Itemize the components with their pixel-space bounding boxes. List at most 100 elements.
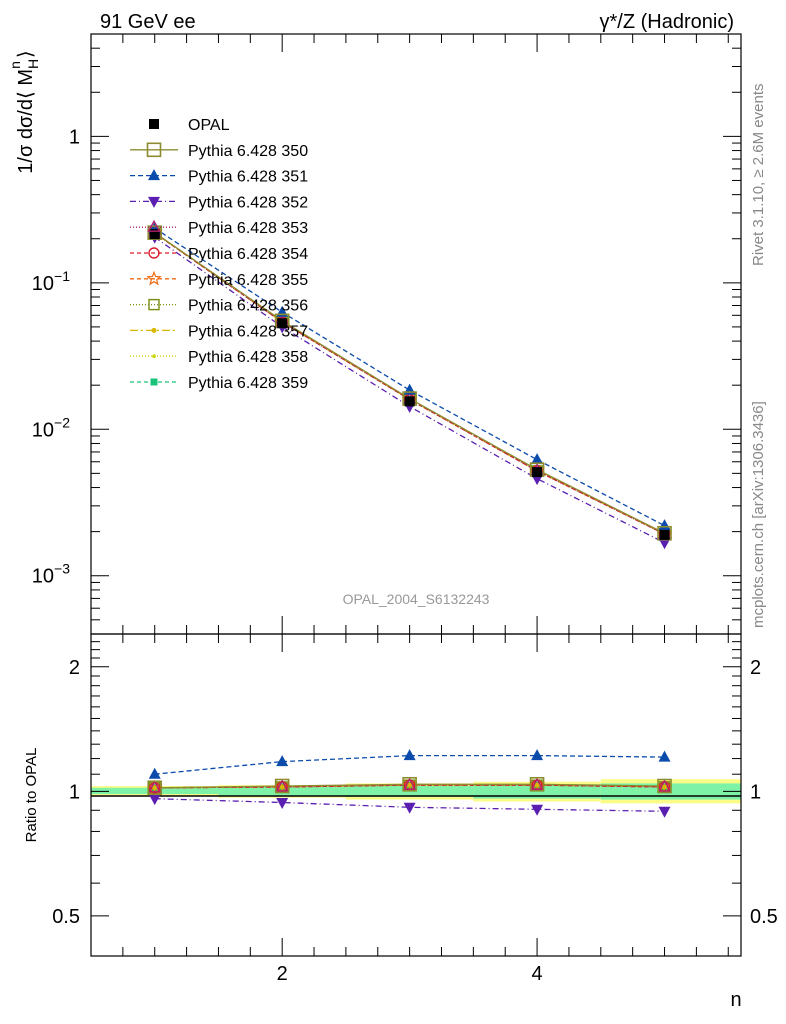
ratio-point-pythia-6.428-352-5 — [658, 806, 671, 818]
y-label-sub: H — [25, 59, 41, 69]
ratio-plot-frame — [90, 633, 742, 957]
mcplots-credit-label: mcplots.cern.ch [arXiv:1306.3436] — [750, 401, 767, 628]
ratio-point-pythia-6.428-357-1 — [152, 785, 158, 791]
ratio-y-axis-label: Ratio to OPAL — [23, 748, 40, 843]
main-axis-ticks: 1 10−1 10−2 10−3 — [32, 33, 741, 635]
ratio-point-pythia-6.428-351-2 — [276, 755, 289, 767]
legend-label: Pythia 6.428 358 — [188, 349, 308, 366]
ratio-point-pythia-6.428-357-4 — [534, 782, 540, 788]
legend-marker — [148, 247, 160, 259]
legend-entry: Pythia 6.428 355 — [130, 270, 308, 289]
ratio-point-pythia-6.428-351-5 — [658, 750, 671, 762]
legend-entry: Pythia 6.428 352 — [130, 194, 308, 211]
ratio-point-pythia-6.428-351-3 — [403, 749, 416, 761]
main-point-opal-3 — [404, 396, 415, 407]
legend-marker — [148, 169, 160, 181]
legend-entry: Pythia 6.428 353 — [130, 219, 308, 237]
main-y-tick-label: 10−1 — [32, 268, 70, 295]
main-point-pythia-6.428-351-3 — [403, 383, 416, 395]
ratio-point-pythia-6.428-351-1 — [148, 767, 161, 779]
legend-entry: Pythia 6.428 357 — [130, 323, 308, 340]
legend-marker — [148, 196, 160, 208]
y-label-prefix: 1/σ dσ/d⟨ M — [15, 69, 37, 174]
ratio-point-pythia-6.428-352-1 — [148, 794, 161, 806]
x-axis-label: n — [730, 989, 741, 1011]
main-point-pythia-6.428-352-5 — [658, 538, 671, 550]
ratio-point-pythia-6.428-352-2 — [276, 797, 289, 809]
legend-label: Pythia 6.428 355 — [188, 272, 308, 289]
ratio-line-pythia-6.428-352 — [154, 798, 665, 812]
legend-entry: Pythia 6.428 350 — [130, 142, 308, 160]
legend-entry: Pythia 6.428 358 — [130, 349, 308, 366]
ratio-point-pythia-6.428-353-3 — [402, 777, 417, 790]
header-right-title: γ*/Z (Hadronic) — [600, 11, 734, 33]
legend-entry: Pythia 6.428 359 — [130, 375, 308, 392]
main-y-tick-label: 10−3 — [32, 561, 70, 588]
ratio-y-tick-label-right: 2 — [750, 657, 761, 679]
legend-marker — [147, 219, 161, 232]
ratio-axis-ticks: 2 2 1 1 0.5 0.5 2 4 — [52, 634, 778, 985]
ratio-point-pythia-6.428-352-4 — [531, 804, 544, 816]
ratio-point-pythia-6.428-357-5 — [662, 784, 668, 790]
legend-label: Pythia 6.428 352 — [188, 194, 308, 211]
legend-entry: Pythia 6.428 354 — [130, 246, 308, 263]
main-point-pythia-6.428-350-1 — [147, 225, 163, 240]
legend-marker — [149, 119, 159, 129]
legend-label: Pythia 6.428 356 — [188, 298, 308, 315]
ratio-y-tick-label: 1 — [69, 781, 80, 803]
legend-label: Pythia 6.428 359 — [188, 375, 308, 392]
ratio-point-pythia-6.428-351-4 — [531, 749, 544, 761]
ratio-point-pythia-6.428-353-1 — [148, 780, 162, 793]
legend-marker — [151, 327, 157, 333]
legend-marker — [148, 298, 160, 311]
legend-entry: Pythia 6.428 356 — [130, 298, 308, 315]
y-label-sup: n — [7, 61, 23, 69]
ratio-point-pythia-6.428-350-4 — [529, 776, 545, 792]
ratio-point-pythia-6.428-353-5 — [657, 779, 672, 792]
legend-marker — [146, 142, 162, 158]
main-panel: 1 10−1 10−2 10−3 1/σ dσ/d⟨ MHn ⟩ OPAL Pythia … — [7, 33, 742, 635]
ratio-point-pythia-6.428-357-2 — [279, 784, 285, 790]
ratio-point-pythia-6.428-352-3 — [403, 802, 416, 814]
legend-label: Pythia 6.428 357 — [188, 323, 308, 340]
main-point-opal-4 — [532, 467, 543, 478]
main-line-pythia-6.428-353 — [154, 232, 665, 535]
analysis-id-watermark: OPAL_2004_S6132243 — [343, 591, 490, 607]
legend-label: Pythia 6.428 353 — [188, 220, 308, 237]
legend-label: Pythia 6.428 351 — [188, 169, 308, 186]
ratio-y-tick-label: 0.5 — [52, 906, 80, 928]
legend-entry: Pythia 6.428 351 — [130, 169, 308, 186]
main-point-pythia-6.428-351-5 — [658, 519, 671, 531]
ratio-point-pythia-6.428-350-1 — [147, 780, 163, 796]
ratio-point-pythia-6.428-350-5 — [657, 778, 672, 794]
ratio-point-pythia-6.428-353-2 — [275, 779, 289, 792]
ratio-point-pythia-6.428-353-4 — [530, 777, 544, 790]
x-tick-label: 2 — [277, 963, 288, 985]
ratio-y-tick-label-right: 0.5 — [750, 906, 778, 928]
main-y-axis-label: 1/σ dσ/d⟨ MHn ⟩ — [7, 50, 41, 173]
main-y-tick-label: 1 — [69, 126, 80, 148]
ratio-panel: 2 2 1 1 0.5 0.5 2 4 Ratio to OPAL n — [23, 633, 778, 1011]
ratio-series-markers — [146, 749, 673, 818]
ratio-point-pythia-6.428-350-2 — [274, 778, 290, 794]
main-point-opal-5 — [659, 529, 670, 540]
legend-marker — [146, 270, 162, 286]
header-left-title: 91 GeV ee — [100, 11, 196, 33]
legend-marker — [150, 378, 158, 386]
main-series-markers — [146, 221, 673, 550]
ratio-y-tick-label-right: 1 — [750, 781, 761, 803]
main-point-opal-2 — [277, 318, 288, 329]
y-label-suffix: ⟩ — [15, 50, 37, 58]
x-tick-label: 4 — [532, 963, 543, 985]
legend-entry: OPAL — [149, 117, 230, 134]
legend-label: Pythia 6.428 354 — [188, 246, 308, 263]
ratio-point-pythia-6.428-357-3 — [407, 782, 413, 788]
rivet-version-label: Rivet 3.1.10, ≥ 2.6M events — [750, 84, 767, 267]
legend-label: OPAL — [188, 117, 230, 134]
ratio-line-pythia-6.428-351 — [154, 754, 665, 775]
ratio-point-pythia-6.428-350-3 — [402, 776, 417, 792]
legend-label: Pythia 6.428 350 — [188, 143, 308, 160]
legend-marker — [152, 354, 156, 359]
legend: OPAL Pythia 6.428 350 Pythia 6.428 351 Pyth… — [130, 117, 308, 392]
main-point-opal-1 — [149, 229, 160, 240]
